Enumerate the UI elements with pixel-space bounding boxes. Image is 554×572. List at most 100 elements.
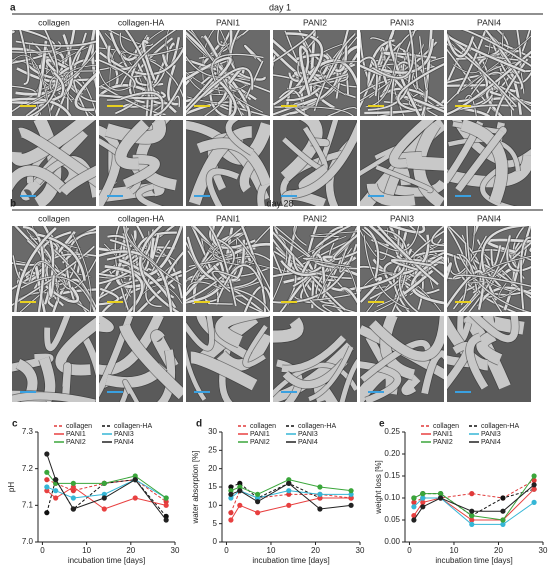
data-point <box>101 506 107 512</box>
data-point <box>70 506 76 512</box>
x-tick-label: 30 <box>539 546 548 555</box>
data-point <box>286 502 292 508</box>
y-axis-label: pH <box>7 482 16 492</box>
data-point <box>500 508 506 514</box>
data-point <box>420 499 426 505</box>
fiber <box>291 121 357 199</box>
data-point <box>411 504 417 510</box>
fiber <box>302 257 352 268</box>
data-point <box>228 484 234 490</box>
fiber <box>244 60 264 99</box>
x-tick-label: 0 <box>407 546 412 555</box>
fiber <box>375 165 433 193</box>
legend-label: PANI4 <box>481 439 501 446</box>
fiber <box>186 346 207 401</box>
y-tick-label: 10 <box>208 500 217 509</box>
fiber <box>25 49 96 107</box>
data-point <box>228 488 234 494</box>
fiber <box>14 227 57 312</box>
fiber <box>122 379 140 402</box>
data-point <box>531 486 537 492</box>
fiber <box>12 41 62 53</box>
data-point <box>500 517 506 523</box>
data-point <box>411 513 417 519</box>
data-point <box>44 469 50 475</box>
data-point <box>411 499 417 505</box>
data-point <box>500 521 506 528</box>
fiber <box>215 316 270 348</box>
fiber <box>421 350 444 395</box>
fiber <box>297 36 325 89</box>
fiber <box>120 30 177 86</box>
fiber <box>382 38 434 74</box>
fiber <box>99 59 136 88</box>
fiber <box>12 392 96 402</box>
fiber <box>447 50 531 116</box>
legend-label: collagen-HA <box>481 423 519 430</box>
data-point <box>101 491 107 497</box>
fiber <box>502 267 516 311</box>
fiber <box>186 31 251 116</box>
fiber <box>105 261 137 303</box>
fiber <box>290 73 348 90</box>
data-point <box>286 477 292 483</box>
y-tick-label: 7.0 <box>22 537 34 546</box>
data-point <box>255 495 261 501</box>
data-point <box>228 491 234 497</box>
data-point <box>228 517 234 523</box>
fiber <box>15 358 38 402</box>
sem-image <box>186 30 270 116</box>
fiber <box>91 30 96 88</box>
y-tick-label: 15 <box>208 482 217 491</box>
fiber <box>186 67 254 114</box>
data-point <box>132 473 138 479</box>
data-point <box>317 491 323 497</box>
fiber <box>239 161 256 193</box>
fiber <box>49 70 96 103</box>
series-line <box>413 488 535 521</box>
column-label: PANI2 <box>303 17 327 27</box>
fiber <box>392 249 444 312</box>
fiber <box>310 231 357 238</box>
fiber <box>99 47 183 99</box>
y-tick-label: 0.10 <box>384 493 400 502</box>
fiber <box>366 182 416 206</box>
fiber <box>273 54 276 68</box>
data-point <box>420 491 426 497</box>
y-tick-label: 0.15 <box>384 471 400 480</box>
sem-image <box>273 316 357 402</box>
fiber <box>186 71 247 92</box>
data-point <box>286 480 292 486</box>
fiber <box>391 258 432 271</box>
sem-image <box>186 316 270 402</box>
fiber <box>452 274 531 287</box>
data-point <box>44 510 50 516</box>
fiber <box>62 362 72 398</box>
fiber <box>413 120 444 206</box>
data-point <box>500 495 506 501</box>
fiber <box>104 120 166 144</box>
fiber <box>273 97 317 116</box>
fiber <box>447 32 475 58</box>
fiber <box>59 165 96 196</box>
fiber <box>29 261 58 282</box>
sem-image <box>447 30 531 116</box>
y-tick-label: 0.20 <box>384 449 400 458</box>
fiber <box>284 106 354 116</box>
fiber <box>467 269 496 284</box>
fiber <box>476 330 503 365</box>
y-axis-label: weight loss [%] <box>374 460 383 514</box>
y-tick-label: 0 <box>213 537 218 546</box>
data-point <box>531 473 537 479</box>
sem-image <box>360 30 444 116</box>
fiber <box>99 316 114 333</box>
fiber <box>298 45 311 96</box>
legend-label: PANI1 <box>433 431 453 438</box>
data-point <box>411 517 417 523</box>
data-point <box>348 495 354 501</box>
fiber <box>339 358 357 402</box>
data-point <box>420 495 426 501</box>
fiber <box>124 30 153 116</box>
fiber <box>456 253 478 291</box>
